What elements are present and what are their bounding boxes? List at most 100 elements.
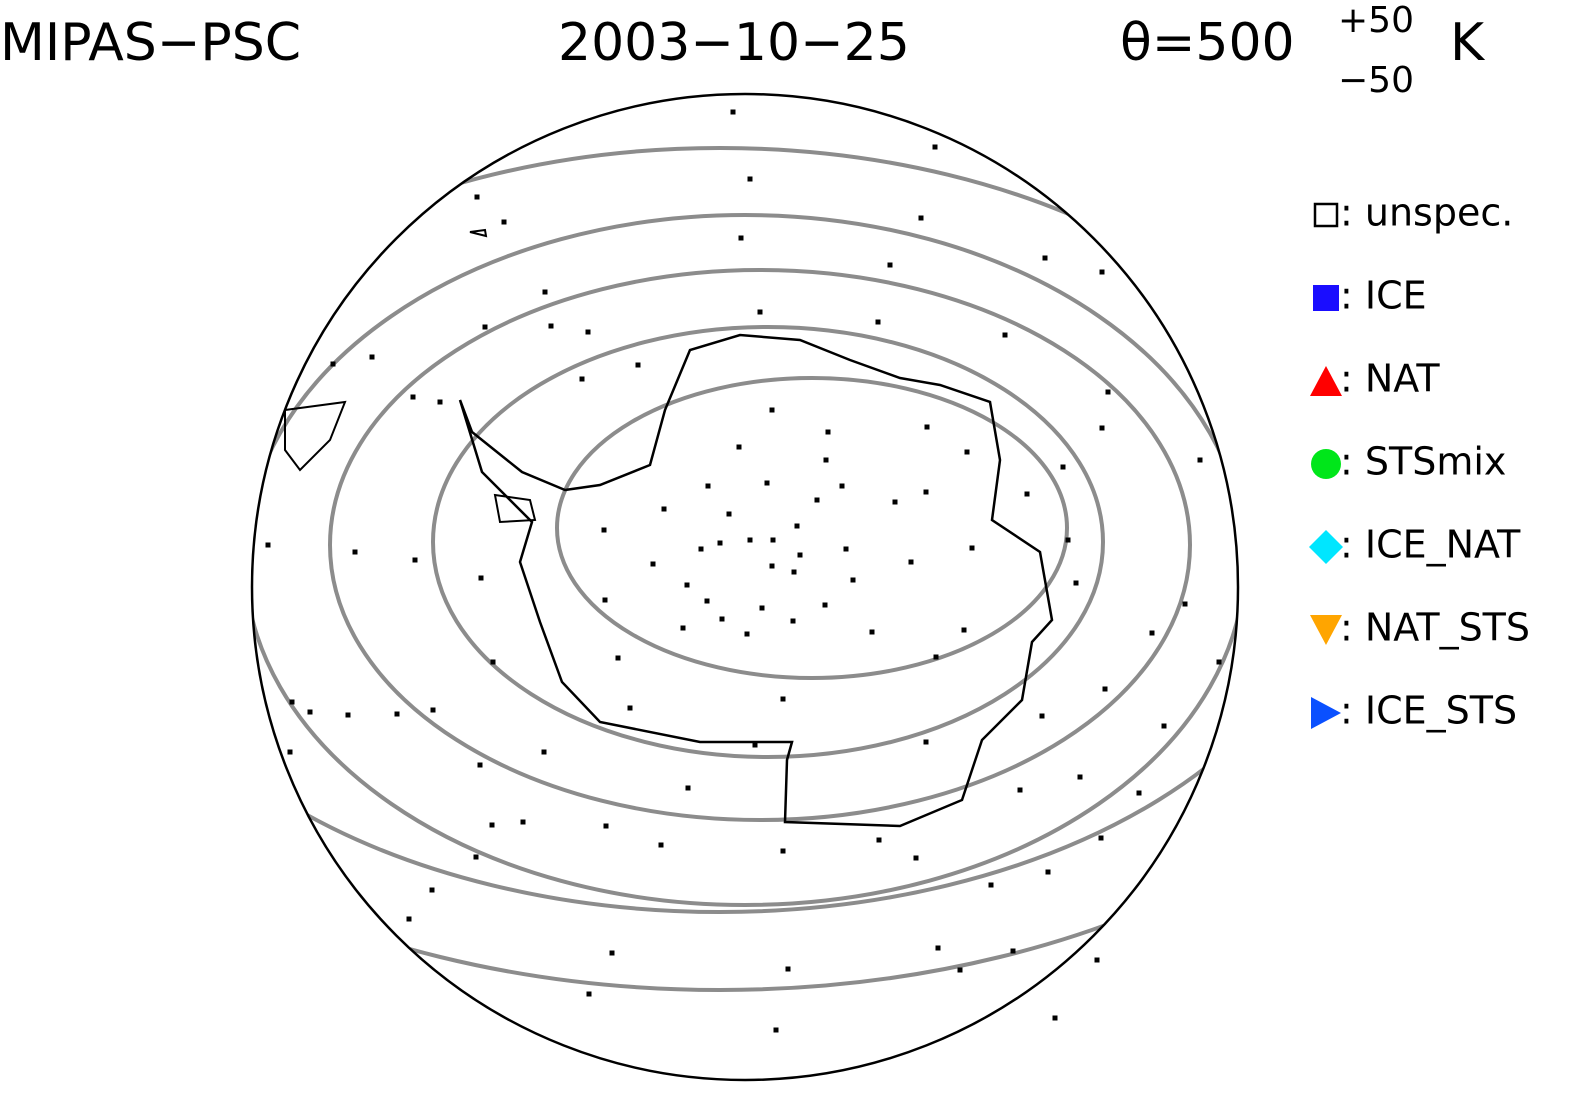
legend-marker bbox=[1313, 202, 1339, 228]
measurement-point bbox=[1099, 269, 1105, 275]
measurement-point bbox=[287, 749, 293, 755]
measurement-point bbox=[615, 655, 621, 661]
measurement-point bbox=[542, 289, 548, 295]
theta-unit: K bbox=[1450, 13, 1486, 73]
measurement-point bbox=[932, 144, 938, 150]
measurement-point bbox=[650, 561, 656, 567]
legend-marker bbox=[1313, 285, 1339, 311]
measurement-point bbox=[1098, 835, 1104, 841]
measurement-point bbox=[602, 597, 608, 603]
measurement-point bbox=[869, 629, 875, 635]
measurement-point bbox=[822, 602, 828, 608]
measurement-point bbox=[825, 429, 831, 435]
measurement-point bbox=[785, 966, 791, 972]
measurement-point bbox=[850, 577, 856, 583]
measurement-point bbox=[1094, 957, 1100, 963]
measurement-point bbox=[585, 329, 591, 335]
theta-title: θ=500 bbox=[1120, 13, 1295, 73]
measurement-point bbox=[730, 109, 736, 115]
measurement-point bbox=[1045, 869, 1051, 875]
measurement-point bbox=[330, 361, 336, 367]
measurement-point bbox=[1105, 389, 1111, 395]
measurement-point bbox=[1102, 686, 1108, 692]
measurement-point bbox=[794, 523, 800, 529]
measurement-point bbox=[1182, 601, 1188, 607]
measurement-point bbox=[482, 324, 488, 330]
measurement-point bbox=[773, 1027, 779, 1033]
measurement-point bbox=[923, 489, 929, 495]
measurement-point bbox=[876, 837, 882, 843]
measurement-point bbox=[887, 262, 893, 268]
measurement-point bbox=[814, 497, 820, 503]
measurement-point bbox=[705, 483, 711, 489]
measurement-point bbox=[704, 598, 710, 604]
legend-item: : ICE_STS bbox=[1311, 689, 1517, 733]
measurement-point bbox=[1161, 723, 1167, 729]
measurement-point bbox=[1060, 464, 1066, 470]
measurement-point bbox=[658, 842, 664, 848]
measurement-point bbox=[736, 444, 742, 450]
measurement-point bbox=[1136, 790, 1142, 796]
measurement-point bbox=[717, 540, 723, 546]
measurement-point bbox=[1073, 580, 1079, 586]
instrument-title: MIPAS−PSC bbox=[0, 13, 301, 73]
measurement-point bbox=[412, 557, 418, 563]
measurement-point bbox=[1077, 774, 1083, 780]
islands bbox=[284, 228, 537, 524]
measurement-point bbox=[1216, 659, 1222, 665]
legend-item: : STSmix bbox=[1311, 440, 1506, 484]
measurement-point bbox=[747, 537, 753, 543]
measurement-point bbox=[969, 545, 975, 551]
legend-marker bbox=[1311, 449, 1341, 479]
legend-label: : ICE_STS bbox=[1340, 689, 1517, 733]
legend-label: : NAT_STS bbox=[1340, 606, 1530, 650]
measurement-point bbox=[769, 563, 775, 569]
measurement-point bbox=[719, 616, 725, 622]
measurement-point bbox=[1002, 332, 1008, 338]
measurement-point bbox=[726, 511, 732, 517]
measurement-point bbox=[1099, 425, 1105, 431]
measurement-point bbox=[908, 559, 914, 565]
legend-marker bbox=[1311, 697, 1341, 729]
legend-marker bbox=[1310, 366, 1342, 396]
measurement-points bbox=[265, 109, 1222, 1033]
measurement-point bbox=[964, 449, 970, 455]
legend: : unspec.: ICE: NAT: STSmix: ICE_NAT: NA… bbox=[1309, 191, 1530, 733]
measurement-point bbox=[501, 219, 507, 225]
measurement-point bbox=[918, 215, 924, 221]
measurement-point bbox=[923, 739, 929, 745]
date-title: 2003−10−25 bbox=[558, 13, 910, 73]
legend-item: : NAT bbox=[1310, 357, 1440, 401]
measurement-point bbox=[875, 319, 881, 325]
measurement-point bbox=[823, 457, 829, 463]
legend-label: : ICE_NAT bbox=[1340, 523, 1521, 567]
contours bbox=[252, 94, 1238, 992]
measurement-point bbox=[961, 627, 967, 633]
legend-item: : ICE_NAT bbox=[1309, 523, 1521, 567]
measurement-point bbox=[1042, 255, 1048, 261]
measurement-point bbox=[394, 711, 400, 717]
legend-item: : NAT_STS bbox=[1310, 606, 1530, 650]
measurement-point bbox=[520, 819, 526, 825]
measurement-point bbox=[477, 762, 483, 768]
measurement-point bbox=[698, 546, 704, 552]
measurement-point bbox=[289, 699, 295, 705]
measurement-point bbox=[406, 916, 412, 922]
measurement-point bbox=[307, 709, 313, 715]
legend-label: : ICE bbox=[1340, 274, 1427, 318]
measurement-point bbox=[352, 549, 358, 555]
legend-label: : NAT bbox=[1340, 357, 1440, 401]
measurement-point bbox=[764, 480, 770, 486]
measurement-point bbox=[541, 749, 547, 755]
measurement-point bbox=[759, 605, 765, 611]
measurement-point bbox=[839, 483, 845, 489]
measurement-point bbox=[474, 194, 480, 200]
measurement-point bbox=[935, 945, 941, 951]
legend-marker bbox=[1310, 615, 1342, 645]
measurement-point bbox=[780, 848, 786, 854]
measurement-point bbox=[892, 499, 898, 505]
measurement-point bbox=[1039, 713, 1045, 719]
measurement-point bbox=[1024, 491, 1030, 497]
measurement-point bbox=[843, 546, 849, 552]
